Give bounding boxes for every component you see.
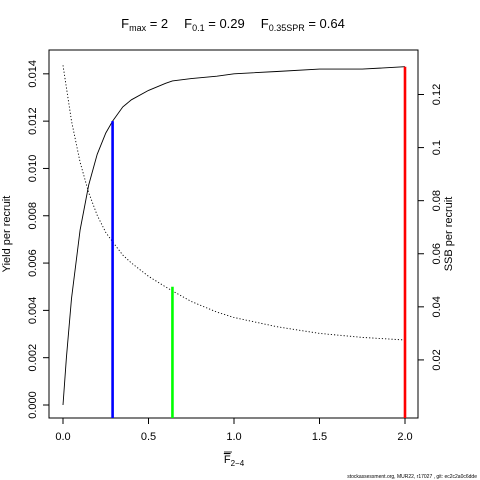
title-value: = 0.64: [305, 16, 345, 31]
chart-title: Fmax = 2 F0.1 = 0.29 F0.35SPR = 0.64: [121, 16, 345, 33]
y-axis-left: 0.000 0.002 0.004 0.006 0.008 0.010 0.012 0.014: [27, 60, 49, 419]
y-left-tick-label: 0.008: [27, 202, 39, 230]
y-left-tick-label: 0.002: [27, 344, 39, 372]
y-axis-left-label: Yield per recruit: [1, 196, 13, 273]
y-right-tick-label: 0.06: [431, 243, 443, 264]
x-tick-label: 0.5: [141, 431, 156, 443]
y-right-tick-label: 0.12: [431, 84, 443, 105]
y-left-tick-label: 0.014: [27, 60, 39, 88]
y-left-tick-label: 0.006: [27, 249, 39, 277]
x-label-subscript: 2−4: [231, 459, 245, 468]
x-axis-label: F2−4: [224, 454, 245, 468]
title-symbol: F: [261, 16, 269, 31]
title-symbol: F: [184, 16, 192, 31]
footer-credit: stockassessment.org, MUR22, r17027 , git…: [347, 474, 477, 480]
x-axis: 0.0 0.5 1.0 1.5 2.0: [55, 418, 413, 443]
title-subscript: max: [129, 23, 147, 33]
x-tick-label: 1.5: [312, 431, 327, 443]
title-value: = 0.29: [205, 16, 245, 31]
yield-per-recruit-curve: [62, 66, 406, 406]
title-subscript: 0.35SPR: [269, 23, 306, 33]
y-left-tick-label: 0.000: [27, 391, 39, 419]
x-tick-label: 1.0: [226, 431, 241, 443]
title-value: = 2: [146, 16, 168, 31]
y-axis-right-label: SSB per recruit: [443, 197, 455, 272]
series-lines: [62, 65, 406, 406]
y-left-tick-label: 0.012: [27, 107, 39, 135]
title-subscript: 0.1: [192, 23, 205, 33]
y-right-tick-label: 0.1: [431, 140, 443, 155]
y-left-tick-label: 0.004: [27, 297, 39, 325]
y-right-tick-label: 0.02: [431, 349, 443, 370]
y-axis-right: 0.02 0.04 0.06 0.08 0.1 0.12: [418, 84, 443, 371]
x-tick-label: 0.0: [55, 431, 70, 443]
reference-lines: [111, 66, 407, 418]
y-right-tick-label: 0.04: [431, 296, 443, 317]
y-right-tick-label: 0.08: [431, 190, 443, 211]
x-tick-label: 2.0: [397, 431, 412, 443]
chart-title-text: Fmax = 2 F0.1 = 0.29 F0.35SPR = 0.64: [121, 16, 345, 33]
x-label-symbol: F: [224, 454, 231, 466]
title-symbol: F: [121, 16, 129, 31]
y-left-tick-label: 0.010: [27, 155, 39, 183]
